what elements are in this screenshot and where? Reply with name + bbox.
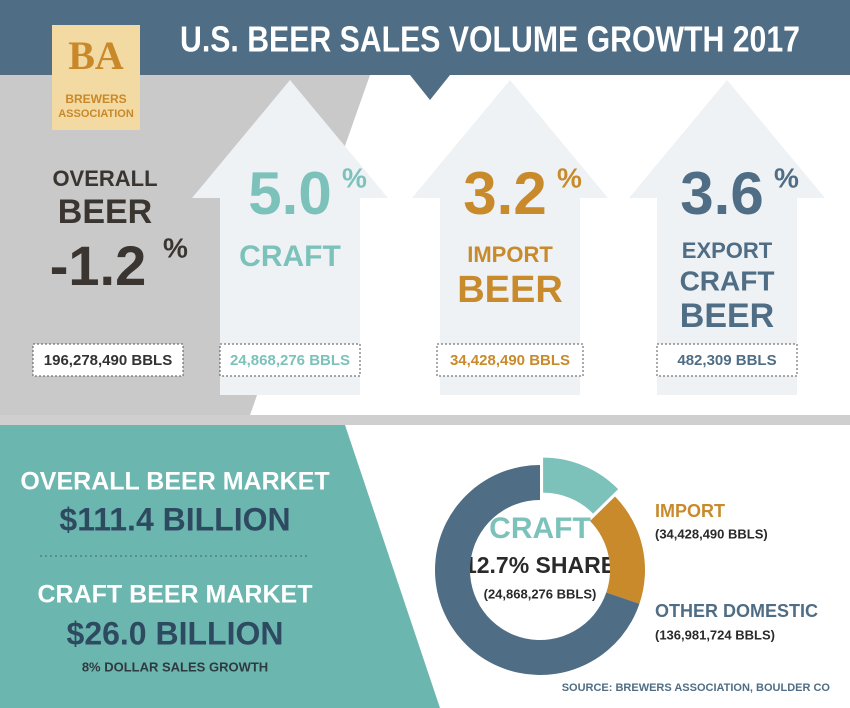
arrow (629, 80, 825, 395)
stat-label: CRAFT (239, 240, 341, 273)
header-band (0, 0, 850, 75)
stat-unit: % (163, 232, 188, 263)
center-category: CRAFT (489, 512, 591, 545)
logo-name: ASSOCIATION (58, 108, 134, 120)
volume-box (656, 343, 798, 377)
stat-unit: % (342, 162, 367, 193)
volume: 34,428,490 BBLS (450, 352, 570, 369)
donut (435, 457, 646, 675)
market-label: OVERALL BEER MARKET (20, 468, 329, 496)
donut-segment (435, 465, 640, 675)
stat-label: BEER (680, 297, 774, 335)
title: U.S. BEER SALES VOLUME GROWTH 2017 (180, 19, 800, 60)
stat-label: IMPORT (467, 242, 553, 267)
stat-value: -1.2 (50, 234, 147, 297)
source: SOURCE: BREWERS ASSOCIATION, BOULDER CO (562, 682, 831, 694)
teal-panel (0, 425, 440, 708)
stat-value: 3.2 (463, 160, 546, 227)
stat-unit: % (557, 162, 582, 193)
volume: 24,868,276 BBLS (230, 352, 350, 369)
stat-label: BEER (457, 269, 563, 311)
stat-value: 3.6 (680, 160, 763, 227)
volume-box (32, 343, 184, 377)
header-notch (410, 75, 450, 100)
center-label: 12.7% SHARE (464, 552, 616, 578)
divider (0, 415, 850, 425)
stat-unit: % (774, 162, 799, 193)
market-value: $26.0 BILLION (67, 615, 284, 651)
arrows (192, 80, 825, 395)
volume-box (436, 343, 584, 377)
volume: 482,309 BBLS (677, 352, 776, 369)
logo-box (52, 25, 140, 130)
stat-label: EXPORT (682, 238, 773, 263)
legend-volume: (136,981,724 BBLS) (655, 627, 775, 642)
market-note: 8% DOLLAR SALES GROWTH (82, 659, 268, 674)
volume: 196,278,490 BBLS (44, 352, 172, 369)
legend-volume: (34,428,490 BBLS) (655, 526, 768, 541)
volume-box (219, 343, 361, 377)
stat-label: BEER (58, 193, 152, 231)
stat-label: CRAFT (680, 265, 775, 296)
donut-segment (543, 457, 619, 514)
legend-label: OTHER DOMESTIC (655, 601, 818, 621)
legend-label: IMPORT (655, 501, 725, 521)
logo-name: BREWERS (65, 92, 126, 106)
market-value: $111.4 BILLION (59, 501, 290, 537)
logo-mark: BA (68, 33, 124, 78)
stat-label: OVERALL (52, 166, 157, 191)
arrow (192, 80, 388, 395)
market-label: CRAFT BEER MARKET (38, 581, 313, 609)
logo: BA BREWERS ASSOCIATION (52, 25, 140, 130)
arrow (412, 80, 608, 395)
center-volume: (24,868,276 BBLS) (484, 586, 597, 601)
stat-value: 5.0 (248, 160, 331, 227)
donut-segment (590, 496, 646, 604)
